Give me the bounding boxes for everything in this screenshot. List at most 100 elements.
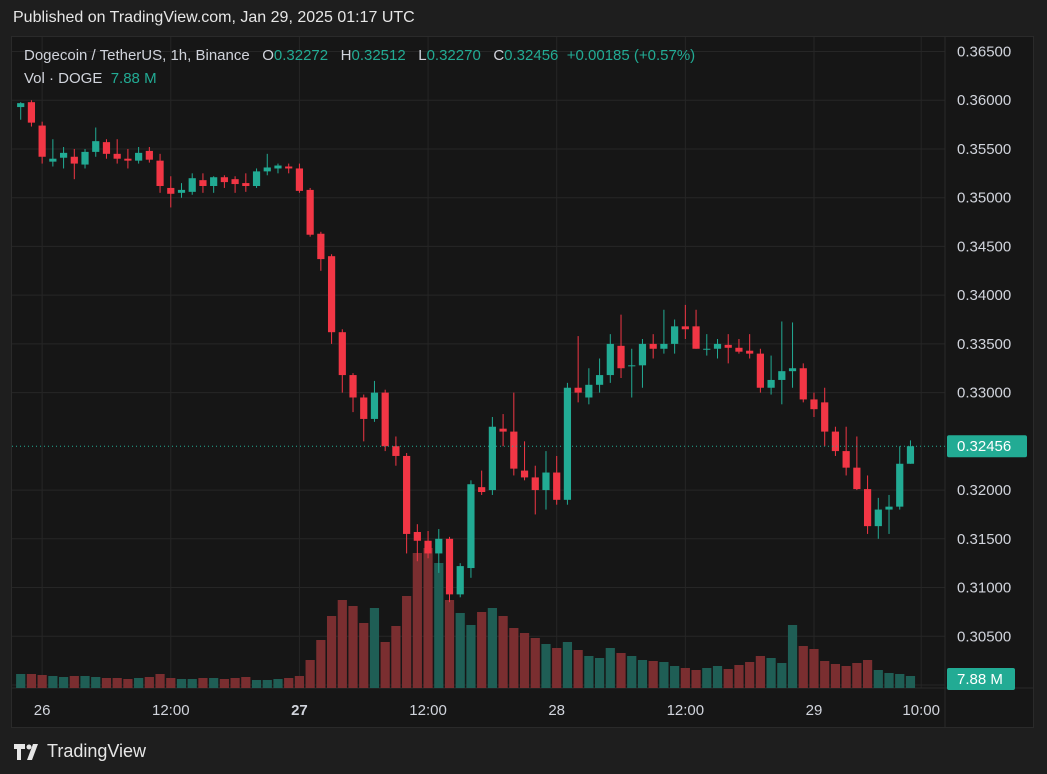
candle-body <box>638 343 647 366</box>
change-value: +0.00185 (+0.57%) <box>566 47 696 64</box>
volume-bar <box>895 674 905 688</box>
volume-bar <box>187 679 197 688</box>
volume-bar <box>16 674 26 688</box>
candle-body <box>510 431 518 469</box>
volume-bar <box>477 612 487 688</box>
volume-bar <box>745 662 755 688</box>
last-volume-badge-bg <box>947 668 1015 690</box>
candle <box>831 426 840 456</box>
candle-body <box>210 177 218 186</box>
price-tick-label: 0.34000 <box>957 287 1011 304</box>
candle-body <box>102 142 111 154</box>
last-price-text: 0.32456 <box>957 438 1011 455</box>
time-tick-label: 29 <box>806 702 823 719</box>
volume-bar <box>380 642 390 688</box>
time-axis[interactable]: 26 12:00 27 12:00 28 12:00 29 10:00 <box>34 702 940 719</box>
price-axis[interactable]: 0.36500 0.36000 0.35500 0.35000 0.34500 0.340… <box>957 44 1011 695</box>
candle <box>70 148 78 180</box>
candle <box>906 440 915 464</box>
candle <box>671 319 679 354</box>
candle-body <box>821 402 829 432</box>
candle <box>49 139 57 167</box>
high-label: H <box>340 47 352 64</box>
volume-bar <box>659 662 669 688</box>
candle <box>81 148 89 169</box>
volume-bar <box>766 658 776 688</box>
ohlc-legend[interactable]: Dogecoin / TetherUS, 1h, Binance O 0.3227… <box>24 47 695 64</box>
candle-body <box>59 152 68 158</box>
volume-bar <box>552 648 562 688</box>
candle <box>531 465 539 515</box>
candle <box>285 163 293 174</box>
candle <box>735 339 743 354</box>
volume-bar <box>251 680 262 688</box>
candle-body <box>338 332 346 376</box>
price-candles <box>17 100 915 603</box>
candle <box>188 173 196 195</box>
volume-bar <box>787 625 798 688</box>
candle-body <box>906 446 915 464</box>
brand-logo[interactable]: TradingView <box>14 741 146 762</box>
candle <box>156 153 164 193</box>
candle-body <box>327 256 336 333</box>
volume-label: Vol · DOGE <box>24 70 103 87</box>
candle <box>124 148 132 169</box>
candle-body <box>135 152 143 161</box>
volume-bar <box>852 663 862 688</box>
volume-bar <box>873 670 883 688</box>
candle <box>113 139 121 164</box>
price-tick-label: 0.31000 <box>957 580 1011 597</box>
candle-body <box>499 428 507 432</box>
volume-bar <box>809 649 819 688</box>
candle-body <box>563 387 572 500</box>
volume-bar <box>777 663 787 688</box>
volume-legend[interactable]: Vol · DOGE 7.88 M <box>24 70 157 87</box>
candle <box>681 304 689 340</box>
candle-body <box>478 487 486 493</box>
price-tick-label: 0.36500 <box>957 44 1011 61</box>
candle <box>638 339 647 388</box>
price-tick-label: 0.34500 <box>957 238 1011 255</box>
symbol-title[interactable]: Dogecoin / TetherUS, 1h, Binance <box>24 47 250 64</box>
candle <box>370 380 379 422</box>
volume-bar <box>230 678 240 688</box>
volume-bar <box>112 678 122 688</box>
volume-bar <box>541 644 551 688</box>
candle-body <box>778 371 786 380</box>
candle-body <box>392 446 400 456</box>
close-label: C <box>493 47 505 64</box>
volume-bar <box>412 553 422 688</box>
candle-body <box>49 158 57 162</box>
candle-body <box>628 365 636 367</box>
volume-bar <box>798 646 808 688</box>
candle <box>778 321 786 405</box>
low-label: L <box>418 47 427 64</box>
candle-body <box>113 153 121 159</box>
price-tick-label: 0.35000 <box>957 190 1011 207</box>
candle <box>767 355 775 395</box>
volume-bar <box>284 678 294 688</box>
volume-bar <box>144 677 154 688</box>
low-value: 0.32270 <box>426 47 481 64</box>
volume-bar <box>123 679 133 688</box>
candle-body <box>863 489 872 527</box>
volume-bar <box>487 608 497 688</box>
open-label: O <box>262 47 274 64</box>
last-volume-text: 7.88 M <box>957 671 1003 688</box>
candle <box>563 382 572 505</box>
candle <box>896 446 904 510</box>
candle-body <box>553 472 561 500</box>
price-tick-label: 0.31500 <box>957 531 1011 548</box>
candle-body <box>853 467 861 490</box>
candle-body <box>360 397 368 419</box>
candle <box>799 363 807 403</box>
candle <box>349 373 357 413</box>
last-price-badge: 0.32456 <box>947 435 1027 458</box>
volume-value: 7.88 M <box>110 70 157 87</box>
candle-body <box>788 368 797 372</box>
candle-body <box>167 187 175 194</box>
candle <box>317 231 325 271</box>
candle-body <box>370 392 379 419</box>
candle <box>327 254 336 344</box>
